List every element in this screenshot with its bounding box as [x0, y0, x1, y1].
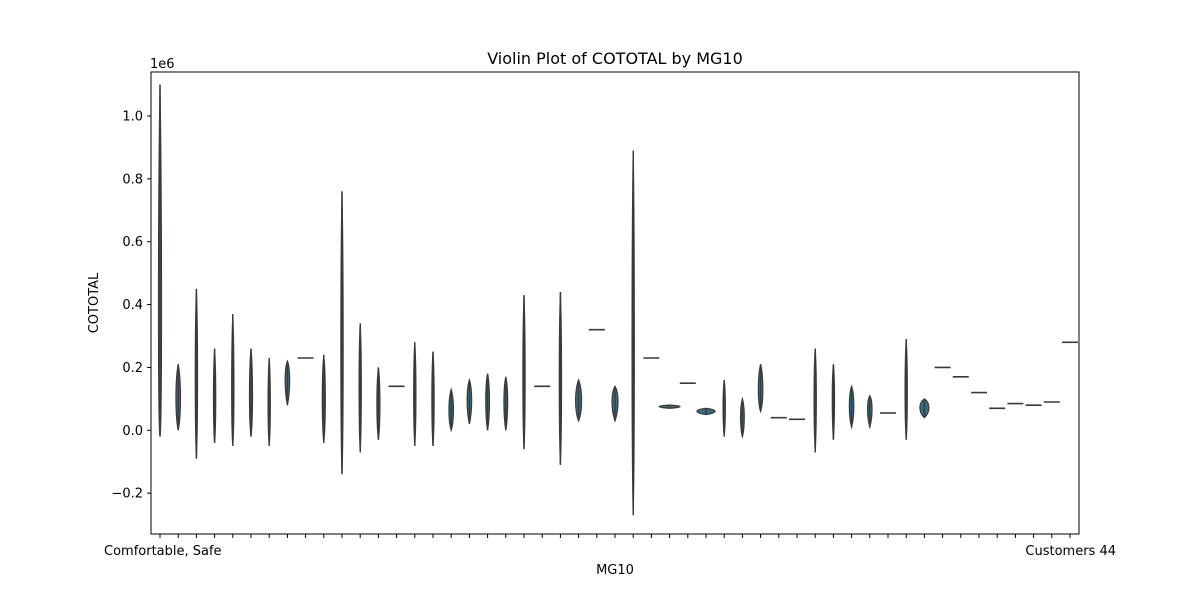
x-tick-labels-overlapping-end: Customers 44 [1025, 544, 1116, 559]
y-tick-label: 1.0 [122, 110, 143, 125]
y-tick-label: 0.0 [122, 424, 143, 439]
x-axis-ticks [159, 534, 1071, 538]
violins [157, 84, 1078, 516]
y-tick-label: 0.4 [122, 298, 143, 313]
chart-title: Violin Plot of COTOTAL by MG10 [487, 49, 743, 68]
y-tick-label: 0.2 [122, 361, 143, 376]
y-tick-label: 0.8 [122, 172, 143, 187]
y-axis-label: COTOTAL [87, 272, 102, 333]
plot-area-frame [150, 71, 1080, 535]
y-tick-label: 0.6 [122, 235, 143, 250]
y-tick-label: −0.2 [111, 487, 143, 502]
y-axis-ticks: −0.2 0.0 0.2 0.4 0.6 0.8 1.0 [111, 110, 151, 502]
x-tick-labels-overlapping: Comfortable, Safe [104, 544, 222, 559]
y-axis-offset-label: 1e6 [150, 57, 175, 72]
x-axis-label: MG10 [596, 563, 634, 578]
